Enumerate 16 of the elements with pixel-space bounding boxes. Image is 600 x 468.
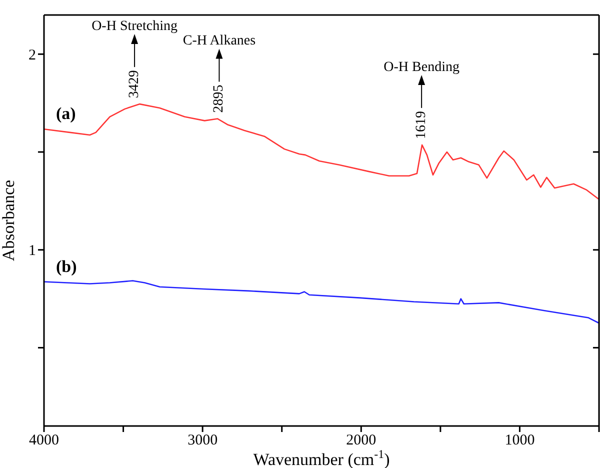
annotation: 2895 bbox=[212, 84, 227, 113]
y-tick-label: 2 bbox=[28, 47, 36, 64]
x-tick-label: 3000 bbox=[188, 432, 218, 449]
x-tick-label: 4000 bbox=[29, 432, 59, 449]
annotation: 1619 bbox=[414, 110, 430, 139]
series-label: (b) bbox=[56, 256, 77, 276]
annotation: O-H Stretching bbox=[92, 19, 178, 34]
annotation: 3429 bbox=[127, 70, 142, 98]
x-tick-label: 1000 bbox=[504, 432, 535, 449]
series-label: (a) bbox=[56, 104, 76, 124]
line-series bbox=[44, 280, 599, 324]
annotation: C-H Alkanes bbox=[182, 34, 256, 49]
annotation: O-H Bending bbox=[384, 60, 460, 75]
y-tick-label: 1 bbox=[28, 243, 36, 260]
y-axis-title: Absorbance bbox=[0, 180, 18, 262]
x-tick-label: 2000 bbox=[346, 432, 376, 449]
